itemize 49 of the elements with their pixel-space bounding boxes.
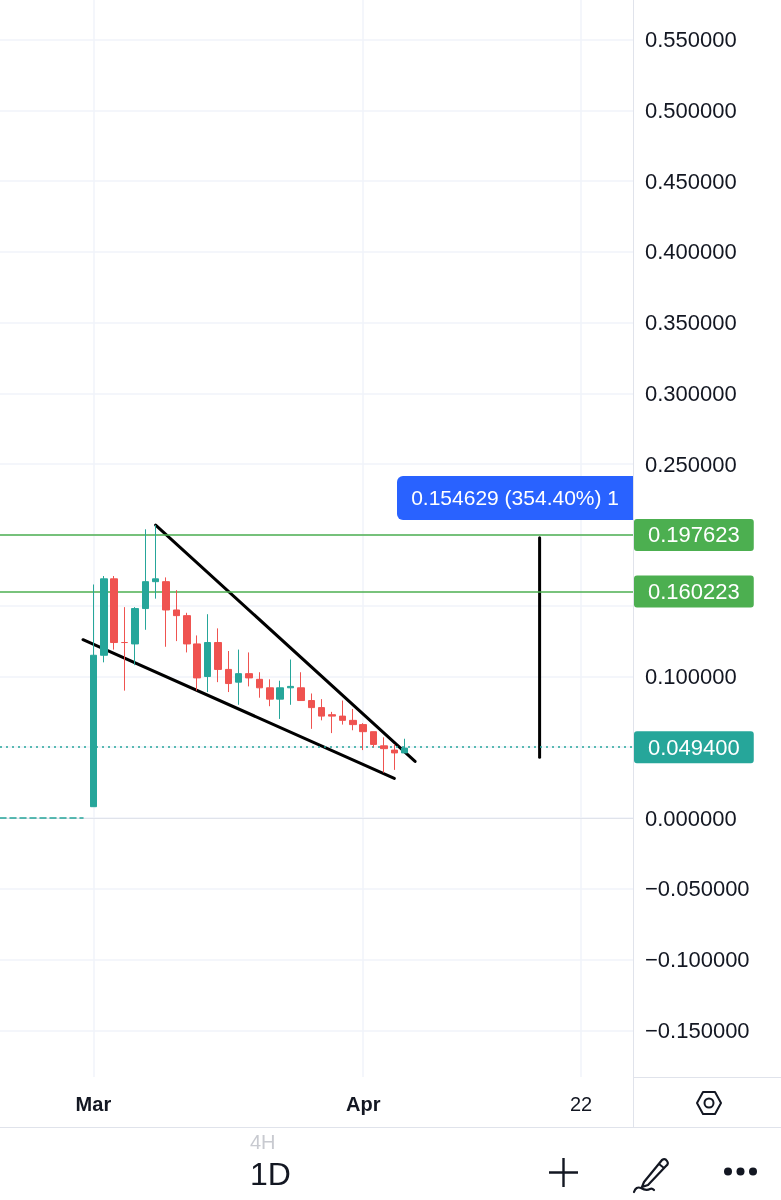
candlestick <box>380 736 388 774</box>
candlestick <box>193 634 201 692</box>
y-tick-label: 0.250000 <box>645 451 737 477</box>
candlestick <box>225 650 232 693</box>
candlestick <box>142 528 149 631</box>
candlestick <box>297 671 305 702</box>
candlestick <box>339 700 346 726</box>
candlestick <box>235 649 242 706</box>
candlestick <box>328 711 336 734</box>
text: 1D <box>250 1156 291 1192</box>
y-tick-label: −0.100000 <box>645 947 750 973</box>
candlestick <box>359 722 367 751</box>
candlestick <box>152 524 159 600</box>
candlestick <box>162 576 170 648</box>
x-tick-label: Mar <box>75 1093 112 1115</box>
candlestick <box>110 575 118 651</box>
y-tick-label: 0.450000 <box>645 168 737 194</box>
candlestick <box>370 731 377 748</box>
y-tick-label: 0.550000 <box>645 27 737 53</box>
candlestick <box>214 627 222 683</box>
candlestick <box>391 743 398 771</box>
ref-line-label: 0.197623 <box>648 522 740 548</box>
candlestick <box>173 589 180 642</box>
candlestick <box>308 692 315 730</box>
y-tick-label: −0.150000 <box>645 1017 750 1043</box>
candlestick <box>318 698 325 721</box>
candlestick <box>276 680 284 720</box>
annotation: 0.154629 (354.40%) 1 <box>397 476 633 520</box>
candlestick <box>266 678 274 707</box>
candlestick <box>183 612 191 653</box>
y-tick-label: 0.500000 <box>645 97 737 123</box>
ref-line-label: 0.160223 <box>648 579 740 605</box>
y-tick-label: −0.050000 <box>645 876 750 902</box>
candlestick <box>245 651 253 687</box>
ref-line-label: 0.049400 <box>648 734 740 760</box>
x-tick-label: 22 <box>569 1093 593 1115</box>
y-tick-label: 0.300000 <box>645 380 737 406</box>
candlestick <box>204 613 211 693</box>
y-tick-label: 0.400000 <box>645 239 737 265</box>
y-tick-label: 0.350000 <box>645 310 737 336</box>
y-tick-label: 0.000000 <box>645 805 737 831</box>
candlestick <box>121 606 128 692</box>
candlestick <box>131 606 139 666</box>
candlestick <box>256 671 263 699</box>
y-tick-label: 0.100000 <box>645 663 737 689</box>
candlestick <box>100 575 108 663</box>
candlestick <box>349 708 357 731</box>
x-tick-label: Apr <box>345 1093 381 1115</box>
candlestick <box>287 659 294 706</box>
